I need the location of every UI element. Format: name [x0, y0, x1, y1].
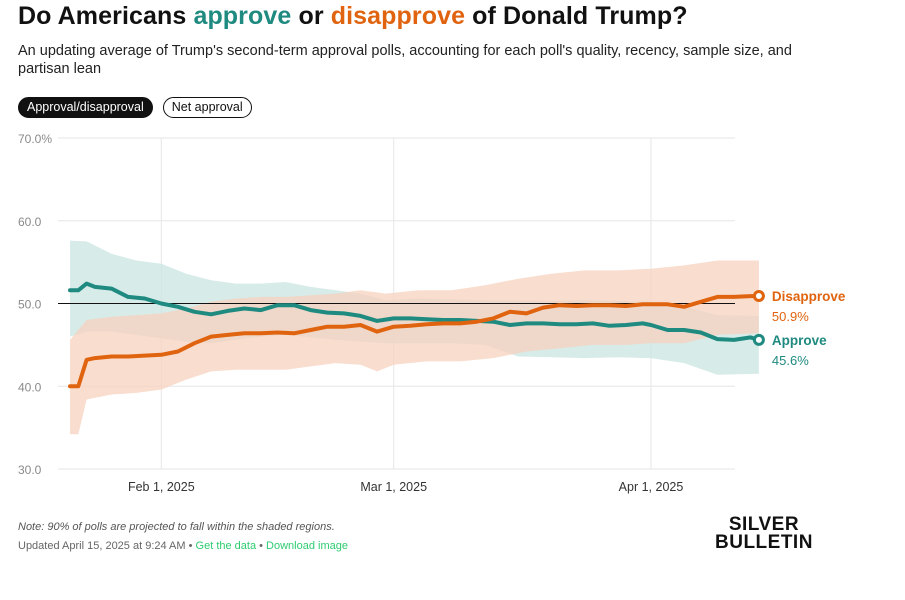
- chart-note: Note: 90% of polls are projected to fall…: [18, 521, 335, 533]
- series-label-approve: Approve: [772, 333, 827, 348]
- get-data-link[interactable]: Get the data: [195, 540, 257, 552]
- silver-bulletin-logo: SILVER BULLETIN: [715, 514, 813, 553]
- toggle-approval-disapproval[interactable]: Approval/disapproval: [18, 97, 153, 118]
- series-label-disapprove: Disapprove: [772, 289, 846, 304]
- line-disapprove: [68, 294, 761, 389]
- title-suffix: of Donald Trump?: [465, 2, 688, 30]
- updated-text: Updated April 15, 2025 at 9:24 AM •: [18, 540, 196, 552]
- band-layer: [70, 240, 759, 435]
- x-tick-label: Mar 1, 2025: [360, 480, 427, 494]
- y-tick-label: 50.0: [18, 298, 42, 312]
- series-value-disapprove: 50.9%: [772, 309, 809, 324]
- y-tick-label: 60.0: [18, 215, 42, 229]
- x-tick-label: Apr 1, 2025: [619, 480, 684, 494]
- page-subtitle: An updating average of Trump's second-te…: [18, 43, 792, 77]
- logo-line-2: BULLETIN: [715, 532, 813, 553]
- updated-line: Updated April 15, 2025 at 9:24 AM • Get …: [18, 540, 348, 552]
- endpoint-disapprove: [752, 290, 765, 303]
- line-layer: [68, 281, 765, 389]
- series-value-approve: 45.6%: [772, 353, 809, 368]
- y-tick-label: 40.0: [18, 380, 42, 394]
- page-title: Do Americans approve or disapprove of Do…: [18, 2, 688, 31]
- label-layer: Approve 45.6% Disapprove 50.9%: [772, 289, 846, 368]
- link-separator: •: [256, 540, 267, 552]
- approval-chart: 30.0 40.0 50.0 60.0 70.0% Feb 1, 2025 Mar 1, 2…: [18, 132, 846, 494]
- title-mid: or: [291, 2, 331, 30]
- line-approve: [68, 281, 761, 342]
- y-tick-label: 70.0%: [18, 132, 52, 146]
- download-image-link[interactable]: Download image: [266, 540, 348, 552]
- view-toggle-group: Approval/disapproval Net approval: [18, 97, 252, 118]
- logo-line-1: SILVER: [728, 514, 800, 535]
- toggle-net-approval[interactable]: Net approval: [162, 97, 252, 118]
- title-disapprove-word: disapprove: [330, 2, 466, 30]
- title-approve-word: approve: [193, 2, 292, 30]
- x-tick-label: Feb 1, 2025: [128, 480, 195, 494]
- y-tick-label: 30.0: [18, 463, 42, 477]
- endpoint-approve: [752, 333, 765, 346]
- title-prefix: Do Americans: [18, 2, 194, 30]
